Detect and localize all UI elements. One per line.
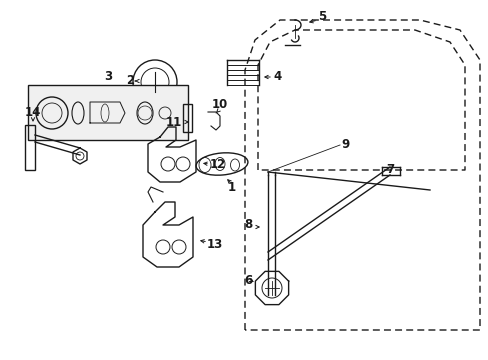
Text: 6: 6 bbox=[244, 274, 252, 287]
Text: 5: 5 bbox=[317, 9, 325, 22]
Text: 4: 4 bbox=[273, 71, 282, 84]
Text: 11: 11 bbox=[165, 117, 182, 130]
Text: 14: 14 bbox=[25, 107, 41, 120]
Bar bbox=[25, 125, 35, 170]
Text: 7: 7 bbox=[385, 163, 393, 176]
Text: 1: 1 bbox=[227, 181, 236, 194]
Text: 3: 3 bbox=[104, 71, 112, 84]
Text: 8: 8 bbox=[244, 219, 252, 231]
Text: 13: 13 bbox=[206, 238, 223, 252]
Bar bbox=[183, 104, 192, 132]
Text: 9: 9 bbox=[340, 139, 348, 152]
Text: 10: 10 bbox=[211, 99, 228, 112]
Bar bbox=[28, 85, 187, 140]
Text: 12: 12 bbox=[209, 158, 225, 171]
Text: 2: 2 bbox=[126, 73, 134, 86]
